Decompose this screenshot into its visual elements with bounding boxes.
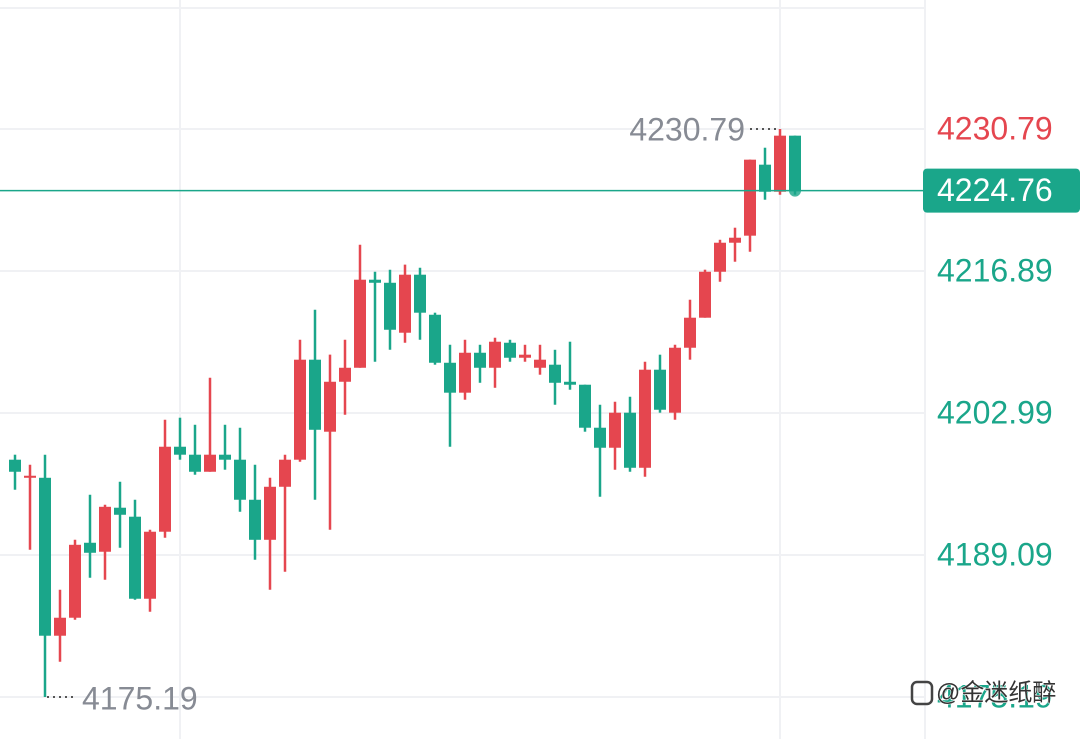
candle-body <box>24 475 36 478</box>
candle-body <box>159 446 171 532</box>
y-tick-label: 4175.19 <box>937 678 1053 714</box>
candle-body <box>489 341 501 368</box>
current-price-dot <box>789 184 801 197</box>
candle-body <box>399 274 411 333</box>
candle-body <box>354 279 366 368</box>
candle-body <box>69 544 81 618</box>
candle-body <box>549 364 561 383</box>
candle-body <box>789 135 801 191</box>
candle-body <box>309 359 321 430</box>
candle-body <box>639 369 651 468</box>
candle-body <box>654 369 666 410</box>
candle-body <box>444 362 456 393</box>
current-price-label: 4224.76 <box>937 172 1053 208</box>
candle-body <box>339 367 351 382</box>
y-tick-label: 4230.79 <box>937 110 1053 146</box>
candle-body <box>474 352 486 368</box>
candle-body <box>264 486 276 540</box>
candle-body <box>429 314 441 363</box>
candle-body <box>324 381 336 432</box>
watermark: @金迷纸醉 <box>936 679 1056 706</box>
candle-body <box>669 347 681 413</box>
candle-body <box>294 359 306 460</box>
candle-body <box>684 317 696 348</box>
candle-body <box>579 384 591 428</box>
candle-body <box>144 531 156 599</box>
candle-body <box>279 459 291 487</box>
candle-body <box>759 164 771 192</box>
candle-body <box>519 354 531 358</box>
candle-body <box>54 617 66 636</box>
candle-body <box>39 477 51 636</box>
candle-body <box>609 412 621 448</box>
candle-body <box>699 271 711 318</box>
candle-body <box>99 506 111 552</box>
candle-body <box>744 159 756 236</box>
candle-body <box>369 279 381 283</box>
candle-body <box>774 135 786 192</box>
candle-body <box>234 459 246 500</box>
candle-body <box>249 499 261 540</box>
current-price-box <box>923 168 1080 213</box>
candle-body <box>219 454 231 460</box>
candle-body <box>729 237 741 243</box>
candle-body <box>189 454 201 472</box>
candle-body <box>84 542 96 553</box>
candle-body <box>384 282 396 330</box>
max-label: 4230.79 <box>629 111 745 147</box>
candle-body <box>204 454 216 472</box>
candle-body <box>414 274 426 313</box>
candle-body <box>534 359 546 368</box>
y-tick-label: 4216.89 <box>937 252 1053 288</box>
candle-body <box>129 516 141 599</box>
candle-body <box>9 459 21 472</box>
candle-body <box>594 427 606 448</box>
y-tick-label: 4202.99 <box>937 394 1053 430</box>
candle-body <box>714 242 726 272</box>
min-label: 4175.19 <box>82 680 198 716</box>
candle-body <box>564 381 576 385</box>
candle-body <box>459 352 471 393</box>
watermark-icon <box>910 680 934 706</box>
candle-body <box>114 507 126 515</box>
candle-body <box>624 412 636 468</box>
candle-body <box>174 446 186 455</box>
y-tick-label: 4189.09 <box>937 536 1053 572</box>
candle-body <box>504 342 516 358</box>
